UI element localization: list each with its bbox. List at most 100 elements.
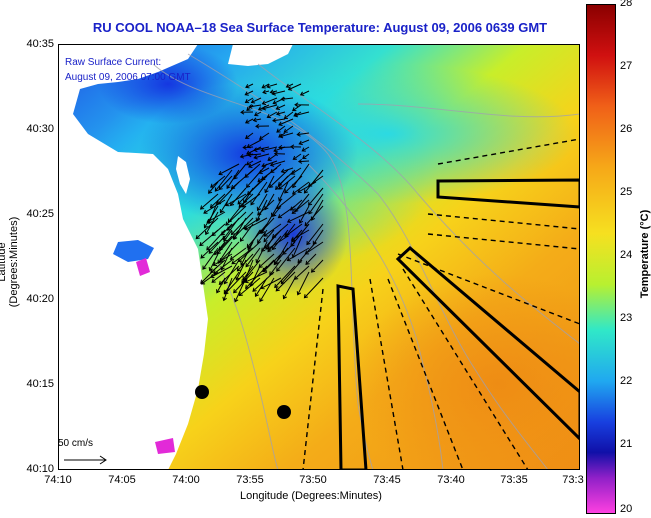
y-axis-ticks: 40:35 40:30 40:25 40:20 40:15 40:10 [0, 38, 54, 478]
current-vector [248, 104, 262, 109]
current-vector [254, 277, 268, 298]
current-vector [261, 83, 270, 89]
current-vector [286, 247, 310, 262]
current-vector [293, 111, 310, 118]
current-vector [286, 211, 310, 224]
current-vector [245, 83, 254, 89]
current-vector [301, 146, 310, 152]
temperature-colorbar [586, 4, 616, 514]
current-vector [269, 160, 286, 167]
sampling-boxes [336, 178, 580, 470]
current-vector [224, 271, 247, 295]
x-axis-ticks: 74:10 74:05 74:00 73:55 73:50 73:45 73:4… [0, 474, 651, 488]
current-vector [208, 235, 226, 254]
sst-map [58, 44, 580, 470]
current-vector [235, 259, 247, 281]
current-vector [268, 169, 289, 189]
colorbar-tick-label: 28 [620, 0, 633, 9]
current-vector [284, 175, 303, 194]
current-vector [248, 160, 262, 168]
current-vector [231, 247, 254, 265]
current-vector [259, 217, 275, 234]
current-vector [214, 169, 233, 192]
survey-lines [302, 138, 580, 470]
current-vector [302, 153, 310, 159]
current-vector [306, 223, 324, 246]
sandy-hook [176, 156, 190, 194]
current-vector [292, 104, 302, 112]
current-vector [299, 90, 310, 96]
x-tick-label: 73:35 [500, 474, 528, 486]
current-vector [297, 159, 310, 164]
current-vector [287, 83, 302, 91]
current-vector [296, 131, 310, 137]
current-vector [200, 241, 219, 259]
current-vector [223, 259, 240, 285]
current-vector [275, 175, 289, 191]
x-axis-label: Longitude (Degrees:Minutes) [240, 490, 382, 502]
current-vector [237, 181, 261, 205]
colorbar-tick-label: 24 [620, 249, 633, 261]
current-vector [283, 125, 294, 133]
mooring-marker [195, 385, 209, 399]
current-vector [254, 111, 262, 117]
y-axis-label: Latitude (Degrees:Minutes) [0, 216, 20, 308]
current-vector [245, 247, 261, 268]
current-vector [240, 109, 254, 115]
current-vector [200, 271, 219, 285]
current-vector [218, 163, 240, 176]
colorbar-tick-label: 25 [620, 186, 633, 198]
current-vector [253, 153, 270, 160]
magenta-shore-patch [136, 258, 150, 276]
current-legend: Raw Surface Current: August 09, 2006 07:… [65, 55, 191, 85]
current-vector [245, 163, 268, 188]
current-vector [266, 83, 278, 89]
current-vector [259, 277, 275, 303]
current-vector [263, 229, 275, 243]
current-vector [223, 229, 233, 243]
current-vector [247, 152, 262, 158]
current-vector [276, 125, 286, 133]
current-vector [280, 167, 294, 174]
colorbar-ticks: 28 27 26 25 24 23 22 21 20 [620, 0, 650, 517]
current-vector [278, 132, 294, 139]
current-vector [253, 146, 270, 153]
map-frame [58, 44, 580, 470]
colorbar-tick-label: 20 [620, 503, 633, 515]
current-vector [229, 247, 247, 260]
current-vector [257, 199, 275, 216]
x-tick-label: 73:55 [236, 474, 264, 486]
current-vector [303, 277, 324, 299]
surface-current-vectors [195, 83, 324, 303]
scale-arrow [64, 455, 107, 465]
current-vector [310, 259, 324, 273]
current-vector [271, 90, 286, 96]
current-vector [303, 169, 324, 194]
y-tick-label: 40:30 [26, 123, 54, 135]
current-vector [242, 145, 254, 150]
current-vector [212, 253, 233, 266]
current-vector [262, 259, 275, 273]
current-vector [273, 247, 289, 266]
current-vector [222, 277, 233, 302]
colorbar-tick-label: 22 [620, 375, 633, 387]
current-vector [203, 199, 226, 214]
current-vector [226, 169, 240, 189]
current-vector [258, 132, 270, 140]
legend-line-1: Raw Surface Current: [65, 57, 162, 68]
current-vector [290, 229, 310, 241]
scale-label: 50 cm/s [58, 438, 94, 449]
colorbar-tick-label: 21 [620, 438, 633, 450]
current-vector [252, 117, 262, 123]
current-vector [211, 271, 226, 283]
current-vector [244, 271, 268, 284]
current-vector [291, 181, 310, 195]
current-vector [297, 181, 317, 193]
current-vector [282, 277, 296, 300]
colorbar-tick-label: 26 [620, 123, 633, 135]
current-vector [199, 229, 219, 247]
current-vector [278, 175, 296, 190]
current-vector [244, 90, 254, 96]
current-vector [225, 205, 247, 226]
map-title: RU COOL NOAA–18 Sea Surface Temperature:… [92, 20, 548, 35]
